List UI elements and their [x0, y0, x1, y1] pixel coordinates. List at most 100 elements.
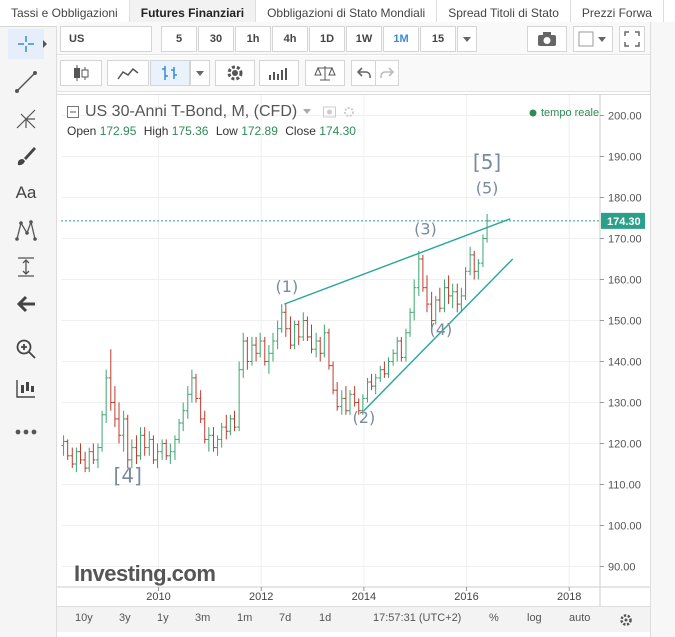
bars-button[interactable] — [150, 60, 190, 86]
interval-button[interactable]: 1W — [346, 26, 382, 52]
status-dot-icon — [529, 109, 537, 117]
measure-tool[interactable] — [8, 252, 44, 282]
ohlc-bar — [352, 386, 357, 407]
ohlc-bar — [198, 390, 203, 423]
candles-button[interactable] — [60, 60, 102, 86]
range-button[interactable]: 1m — [237, 612, 253, 624]
gear-icon[interactable] — [343, 106, 355, 118]
bar-replay-tool[interactable] — [8, 373, 44, 403]
ohlc-bar — [455, 283, 460, 313]
ohlc-bar — [138, 427, 143, 460]
y-tick-label: 150.00 — [608, 316, 642, 328]
ohlc-bar — [70, 447, 75, 469]
market-tab[interactable]: Tassi e Obbligazioni — [0, 0, 130, 26]
camera-button[interactable] — [527, 26, 567, 52]
settings-button[interactable] — [215, 60, 255, 86]
wave-label: (2) — [353, 408, 376, 427]
auto-toggle[interactable]: auto — [569, 612, 591, 624]
symbol-label: US — [69, 33, 85, 45]
ohlc-bar — [391, 349, 396, 366]
y-tick-label: 140.00 — [608, 357, 642, 369]
brush-tool[interactable] — [8, 141, 44, 171]
collapse-legend-icon[interactable] — [67, 106, 79, 118]
price-chart[interactable]: 90.00 100.00 110.00 120.00 130.00 140.00 150.0… — [57, 95, 650, 607]
range-button[interactable]: 3m — [195, 612, 211, 624]
eye-icon[interactable] — [323, 106, 337, 118]
line-chart-button[interactable] — [107, 60, 149, 86]
x-tick-label: 2012 — [249, 591, 273, 603]
close-value: 174.30 — [319, 124, 356, 138]
interval-button[interactable]: 4h — [272, 26, 308, 52]
area-chart-icon — [117, 67, 139, 80]
range-button[interactable]: 7d — [279, 612, 292, 624]
interval-button[interactable]: 1M — [383, 26, 419, 52]
ohlc-bar — [360, 394, 365, 415]
range-button[interactable]: 1y — [157, 612, 169, 624]
pitchfork-tool[interactable] — [8, 104, 44, 134]
ohlc-bar — [206, 427, 211, 452]
market-tab[interactable]: Spread Titoli di Stato — [437, 0, 571, 26]
interval-button[interactable]: 1h — [235, 26, 271, 52]
ohlc-bar — [262, 336, 267, 366]
ohlc-bar — [296, 320, 301, 346]
color-select[interactable] — [573, 26, 613, 52]
close-label: Close — [285, 124, 316, 138]
market-tab[interactable]: Prezzi Forwa — [571, 0, 664, 26]
zoom-tool[interactable] — [8, 334, 44, 364]
ohlc-bar — [472, 250, 477, 280]
fullscreen-button[interactable] — [619, 26, 645, 52]
interval-dropdown[interactable] — [457, 26, 477, 52]
chevron-down-icon[interactable] — [303, 109, 312, 115]
chevron-right-icon — [43, 40, 47, 48]
more-dots-icon — [15, 429, 37, 435]
ohlc-bar — [172, 435, 177, 460]
right-sidebar — [650, 22, 675, 637]
drawing-toolbar: Aa — [0, 27, 57, 637]
range-button[interactable]: 3y — [119, 612, 131, 624]
interval-button[interactable]: 30 — [198, 26, 234, 52]
ohlc-bar — [403, 328, 408, 362]
text-tool[interactable]: Aa — [8, 178, 44, 208]
compare-button[interactable] — [305, 60, 345, 86]
realtime-label: tempo reale — [541, 107, 600, 119]
ohlc-bar — [194, 373, 199, 403]
range-button[interactable]: 1d — [319, 612, 332, 624]
chart-area[interactable]: 90.00 100.00 110.00 120.00 130.00 140.00 150.0… — [57, 94, 650, 607]
realtime-indicator: tempo reale — [529, 107, 599, 119]
percent-toggle[interactable]: % — [489, 612, 499, 624]
y-axis: 90.00 100.00 110.00 120.00 130.00 140.00 150.0… — [599, 95, 642, 607]
ohlc-bar — [181, 402, 186, 432]
indicators-button[interactable] — [259, 60, 299, 86]
interval-button[interactable]: 5 — [161, 26, 197, 52]
high-value: 175.36 — [171, 124, 209, 138]
undo-button[interactable] — [351, 60, 375, 86]
range-button[interactable]: 10y — [75, 612, 93, 624]
redo-button[interactable] — [375, 60, 399, 86]
ohlc-bar — [237, 361, 242, 432]
symbol-input[interactable]: US — [60, 26, 152, 52]
remove-drawings-tool[interactable] — [8, 289, 44, 319]
ohlc-bar — [356, 398, 361, 415]
ohlc-bar — [408, 308, 413, 337]
brush-icon — [17, 147, 36, 166]
ohlc-bar — [95, 443, 100, 469]
ohlc-bar — [87, 447, 92, 473]
interval-button[interactable]: 1D — [309, 26, 345, 52]
ohlc-bar — [168, 443, 173, 464]
market-tab[interactable]: Obbligazioni di Stato Mondiali — [256, 0, 438, 26]
expand-tools-button[interactable] — [40, 29, 50, 59]
log-toggle[interactable]: log — [527, 612, 542, 624]
market-tab[interactable]: Futures Finanziari — [129, 0, 257, 26]
trendline-tool[interactable] — [8, 67, 44, 97]
ohlc-bar — [155, 443, 160, 469]
ohlc-bar — [318, 336, 323, 362]
crosshair-tool[interactable] — [8, 29, 44, 59]
gear-icon[interactable] — [619, 613, 633, 627]
chart-type-dropdown[interactable] — [190, 60, 210, 86]
clock[interactable]: 17:57:31 (UTC+2) — [373, 612, 462, 624]
pattern-tool[interactable] — [8, 215, 44, 245]
interval-button[interactable]: 15 — [420, 26, 456, 52]
trendlines — [284, 218, 514, 412]
y-tick-label: 170.00 — [608, 234, 642, 246]
more-tools-button[interactable] — [8, 417, 44, 447]
